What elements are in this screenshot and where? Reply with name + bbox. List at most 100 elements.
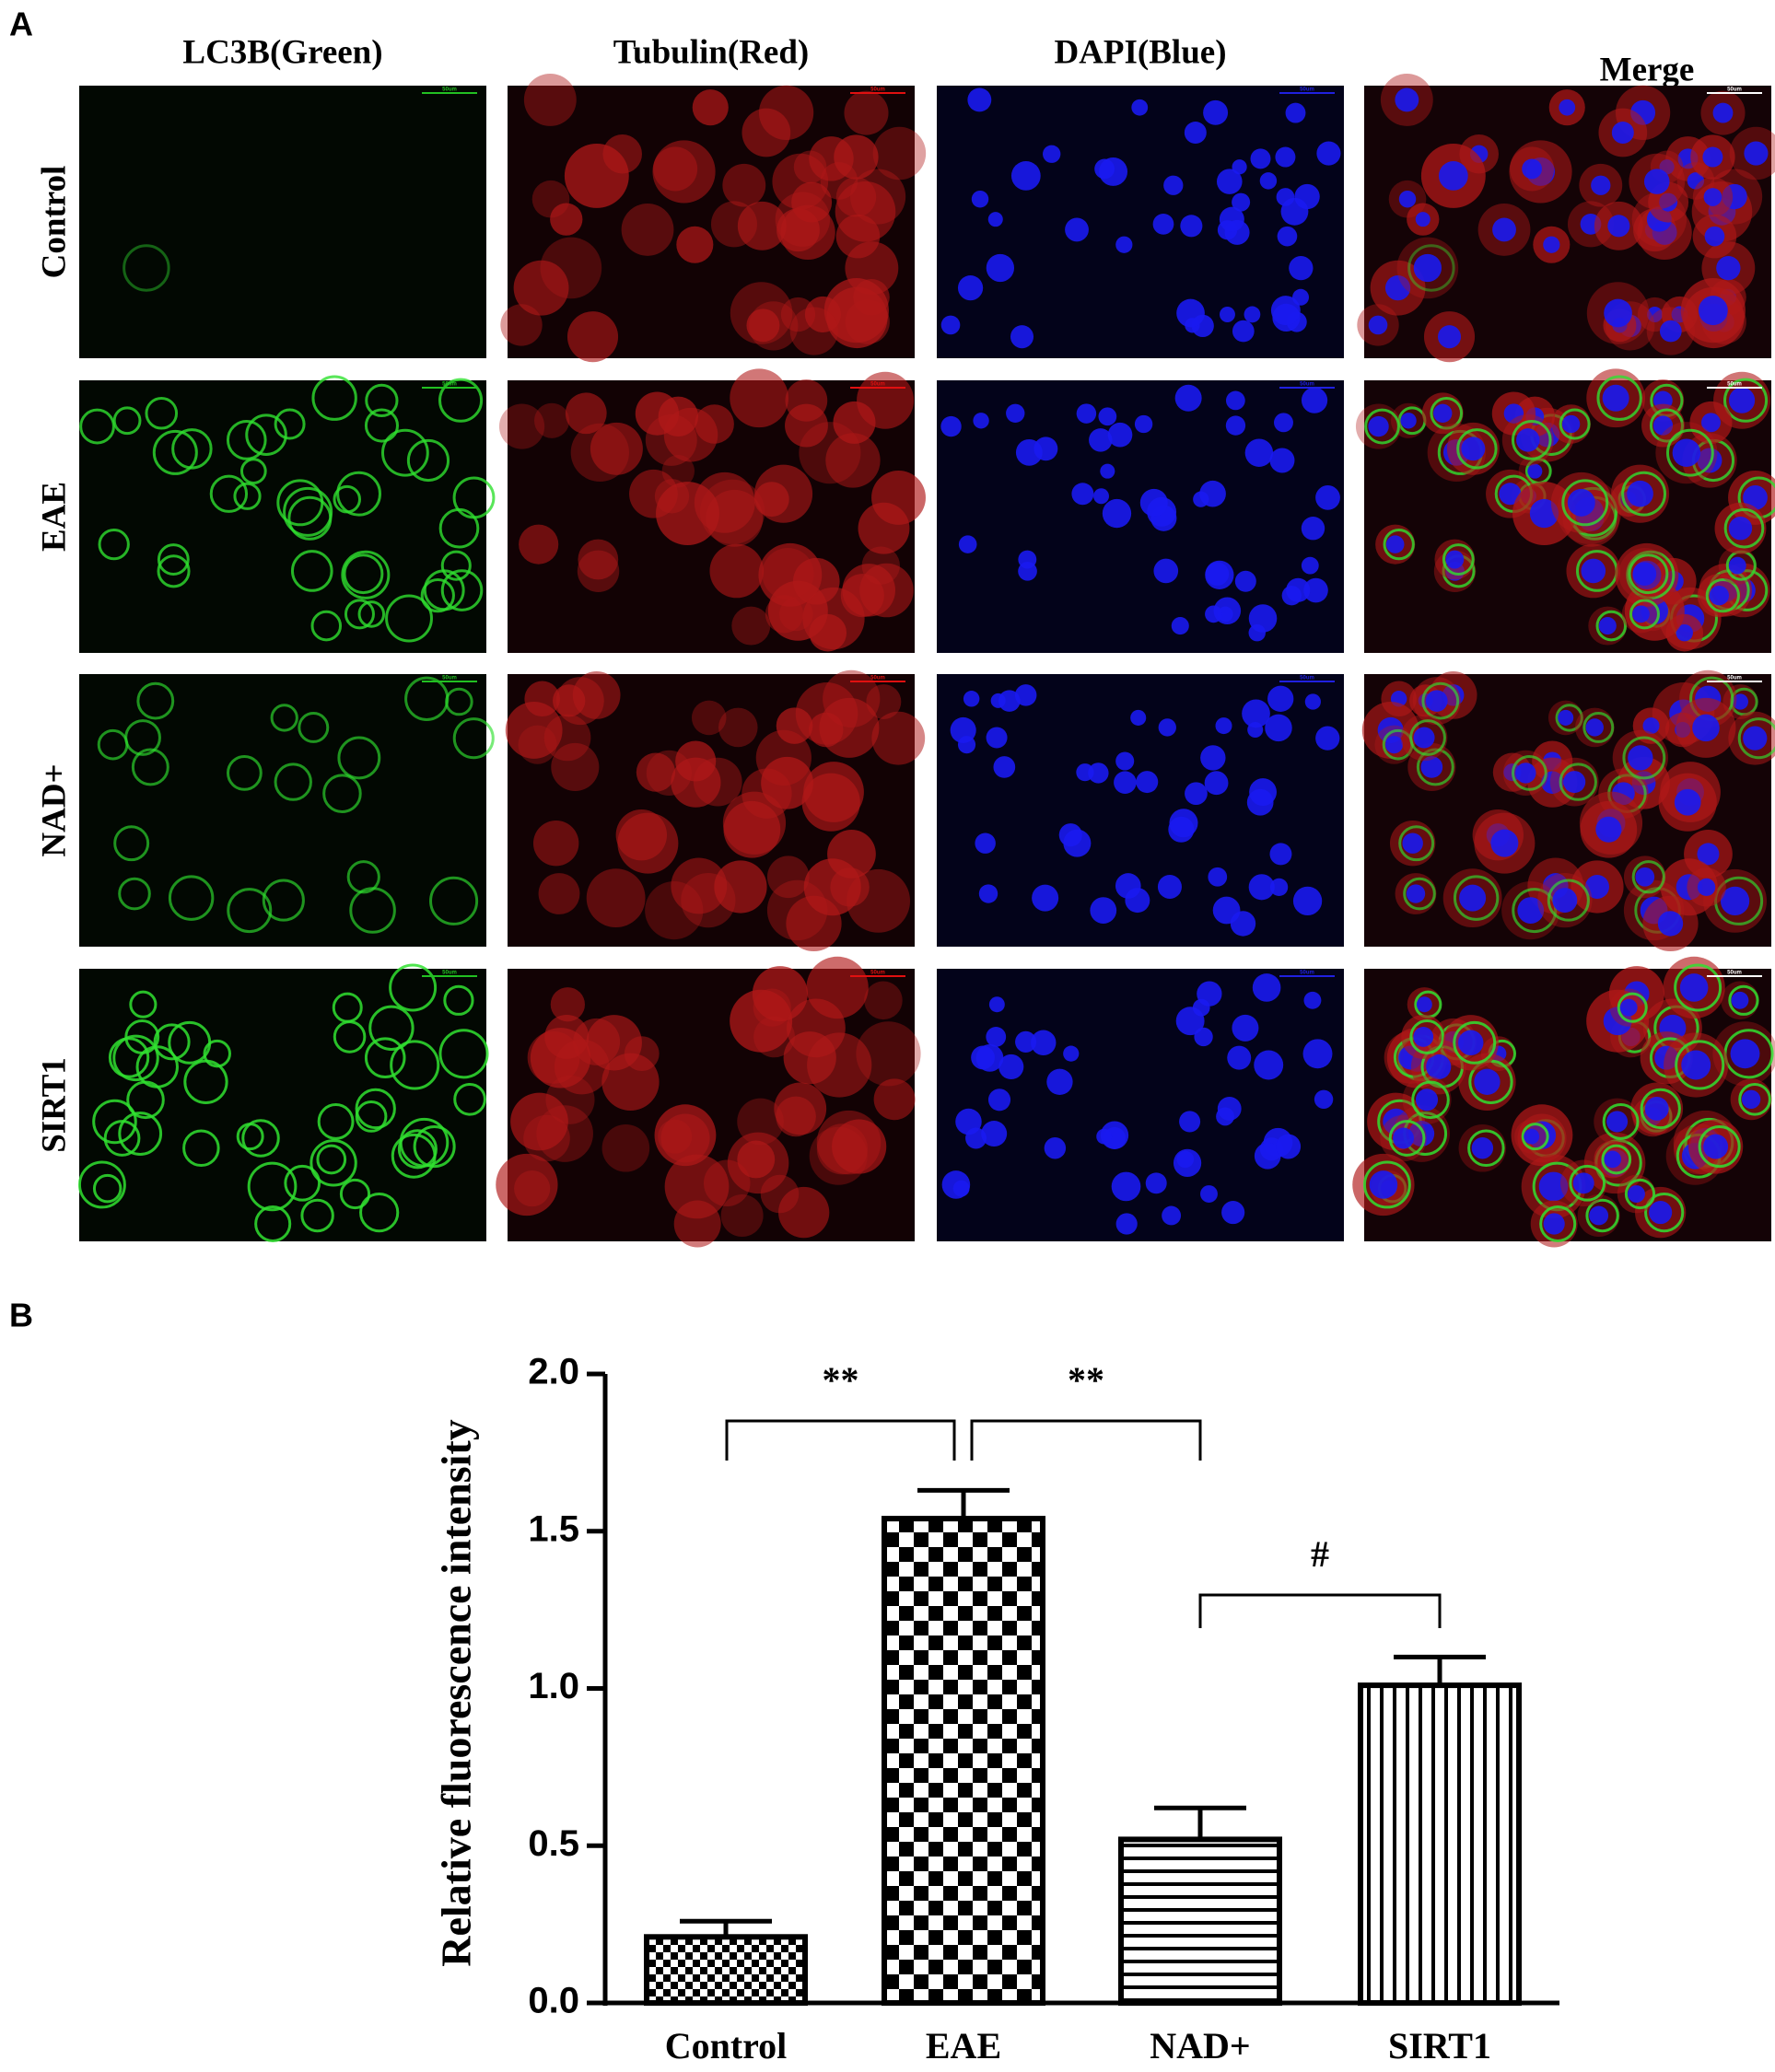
cell-body (833, 401, 876, 444)
lc3b-signal (1511, 420, 1552, 460)
nucleus (1114, 771, 1137, 794)
nucleus (1731, 991, 1749, 1009)
nucleus (993, 756, 1016, 778)
nucleus (1276, 1134, 1302, 1159)
nucleus (1628, 745, 1653, 771)
cell-body (746, 308, 780, 343)
y-tick-label: 2.0 (528, 1352, 579, 1392)
lc3b-signal (311, 375, 357, 421)
nucleus (1247, 722, 1264, 739)
scale-bar-label: 50um (870, 971, 885, 976)
nucleus (1408, 1121, 1435, 1147)
significance-bracket (725, 1419, 956, 1461)
nucleus (1203, 99, 1229, 125)
cell-body (500, 304, 543, 346)
nucleus (973, 413, 989, 429)
lc3b-signal (126, 1080, 165, 1120)
cell-body (653, 146, 698, 192)
nucleus (1125, 888, 1150, 914)
cell-body (566, 311, 619, 363)
nucleus (987, 212, 1003, 227)
nucleus (1316, 141, 1341, 166)
cell-body (681, 872, 736, 928)
nucleus (1276, 188, 1295, 206)
nucleus (1315, 485, 1340, 510)
lc3b-signal (236, 1123, 264, 1151)
lc3b-signal (1631, 860, 1665, 894)
cell-body (823, 278, 889, 343)
nucleus (998, 690, 1021, 712)
nucleus (1192, 998, 1210, 1017)
nucleus (1369, 1170, 1398, 1199)
nucleus (1065, 217, 1089, 242)
nucleus (967, 87, 992, 112)
cell-body (513, 260, 569, 316)
scale-bar-label: 50um (870, 87, 885, 93)
column-header: Merge (1600, 51, 1695, 88)
lc3b-signal (1723, 378, 1769, 423)
nucleus (1176, 298, 1205, 328)
nucleus (1527, 463, 1543, 479)
scale-bar-label: 50um (1727, 971, 1742, 976)
cell-body (873, 1078, 916, 1121)
nucleus (1096, 1128, 1113, 1145)
nucleus (1732, 693, 1748, 710)
lc3b-signal (1626, 550, 1676, 599)
cell-body (722, 163, 766, 207)
lc3b-signal (203, 1039, 231, 1068)
cell-body (742, 108, 791, 157)
nucleus (1289, 255, 1314, 281)
cell-body (754, 464, 813, 523)
scale-bar-label: 50um (1727, 676, 1742, 681)
nucleus (1292, 886, 1323, 916)
cell-body (703, 1159, 751, 1207)
lc3b-signal (103, 1120, 141, 1157)
cell-body (806, 956, 869, 1019)
lc3b-signal (1561, 479, 1609, 527)
bar-chart: 0.0 0.5 1.0 1.5 2.0 Relative fluorescence int… (433, 1352, 1559, 2066)
nucleus (1659, 320, 1682, 343)
nucleus (988, 996, 1005, 1013)
nucleus (1426, 1053, 1452, 1080)
lc3b-signal (112, 1034, 159, 1082)
lc3b-signal (124, 1019, 160, 1054)
cell-body (753, 988, 791, 1027)
nucleus (1250, 148, 1271, 169)
lc3b-signal (368, 1005, 415, 1052)
lc3b-signal (118, 1112, 163, 1156)
lc3b-signal (1649, 408, 1685, 443)
nucleus (1244, 306, 1261, 323)
nucleus (1543, 236, 1560, 253)
nucleus (1269, 878, 1289, 897)
lc3b-signal (1383, 528, 1415, 561)
cell-body (545, 1075, 595, 1124)
micrograph: 50um (1352, 956, 1775, 1248)
nucleus (1221, 1201, 1245, 1225)
cell-body (671, 857, 728, 914)
lc3b-signal (1398, 825, 1435, 862)
lc3b-signal (270, 704, 298, 732)
nucleus (1115, 751, 1135, 771)
lc3b-signal (440, 569, 484, 611)
lc3b-signal (404, 676, 450, 721)
panel-label: A (9, 6, 33, 43)
nucleus (1205, 562, 1230, 586)
lc3b-signal (168, 875, 215, 921)
cell-body (551, 742, 600, 792)
lc3b-signal (283, 486, 333, 537)
cell-body (586, 1015, 642, 1071)
cell-body (789, 307, 838, 355)
nucleus (1420, 756, 1443, 778)
lc3b-signal (309, 1139, 357, 1187)
lc3b-signal (245, 413, 287, 456)
lc3b-signal (226, 754, 263, 791)
lc3b-signal (322, 774, 362, 813)
lc3b-signal (391, 1133, 437, 1179)
cell-body (564, 143, 629, 208)
nucleus (1385, 535, 1405, 553)
cell-body (694, 471, 755, 533)
lc3b-signal (1407, 244, 1455, 292)
nucleus (978, 884, 998, 903)
nucleus (1395, 87, 1419, 112)
nucleus (971, 1045, 995, 1070)
